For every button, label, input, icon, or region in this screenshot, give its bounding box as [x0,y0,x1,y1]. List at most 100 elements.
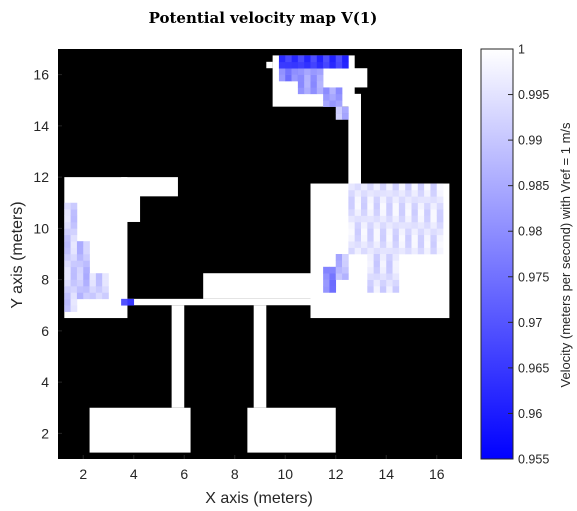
velocity-cell [392,202,400,210]
velocity-cell [342,106,349,114]
colorbar-ticks: 0.955 0.96 0.965 0.97 0.975 0.98 0.985 0.99 0.99… [508,43,549,467]
velocity-cell [329,273,337,280]
velocity-cell [102,279,109,287]
velocity-cell [89,273,97,280]
velocity-cell [323,55,330,63]
velocity-cell [342,254,349,261]
velocity-cell [424,209,431,216]
velocity-cell [291,74,299,82]
velocity-cell [417,221,425,229]
colorbar-tick-label: 0.99 [518,134,542,148]
velocity-cell [354,209,362,216]
velocity-cell [83,273,90,280]
velocity-cell [379,234,387,242]
velocity-cell [70,202,78,210]
velocity-cell [411,183,419,191]
velocity-cell [424,247,431,255]
velocity-cell [348,209,355,216]
velocity-cell [323,273,330,280]
velocity-cell [64,209,71,216]
velocity-cell [102,292,109,300]
velocity-cell [392,286,400,293]
x-axis-label: X axis (meters) [205,490,313,507]
velocity-cell [424,228,431,236]
velocity-cell [316,61,324,69]
free-space-cell [348,93,361,184]
velocity-cell [342,55,349,63]
y-tick-label: 16 [33,67,49,83]
velocity-cell [436,228,444,236]
velocity-cell [417,202,425,210]
velocity-cell [424,221,431,229]
velocity-cell [411,189,419,197]
free-space-cell [121,189,141,222]
velocity-cell [373,209,381,216]
velocity-cell [386,215,393,223]
velocity-cell [424,202,431,210]
velocity-cell [335,260,343,268]
colorbar-tick-label: 0.985 [518,179,549,193]
velocity-cell [417,215,425,223]
y-tick-label: 6 [41,323,49,339]
velocity-cell [329,87,337,95]
velocity-cell [373,189,381,197]
velocity-cell [335,273,343,280]
velocity-cell [386,279,393,287]
velocity-cell [379,279,387,287]
velocity-cell [304,81,311,88]
velocity-cell [398,209,406,216]
y-tick-label: 4 [41,374,49,390]
velocity-cell [329,61,337,69]
velocity-cell [278,68,286,75]
velocity-cell [392,196,400,204]
velocity-cell [379,254,387,261]
velocity-cell [64,273,71,280]
velocity-cell [323,61,330,69]
velocity-cell [430,228,438,236]
velocity-cell [373,234,381,242]
velocity-cell [417,241,425,248]
velocity-cell [316,74,324,82]
velocity-cell [76,273,84,280]
velocity-cell [291,68,299,75]
velocity-cell [285,55,292,63]
velocity-cell [417,196,425,204]
velocity-cell [348,228,355,236]
velocity-cell [405,247,412,255]
velocity-cell [64,292,71,300]
velocity-cell [386,202,393,210]
velocity-cell [64,221,71,229]
velocity-cell [398,183,406,191]
velocity-cell [70,241,78,248]
velocity-cell [70,298,78,306]
velocity-cell [373,273,381,280]
velocity-cell [424,196,431,204]
x-axis: 2 4 6 8 10 12 14 16 [79,455,445,482]
velocity-cell [64,241,71,248]
velocity-cell [367,234,374,242]
velocity-cell [70,215,78,223]
velocity-cell [76,247,84,255]
velocity-cell [323,87,330,95]
velocity-cell [70,273,78,280]
velocity-cell [424,189,431,197]
velocity-cell [417,228,425,236]
velocity-cell [392,209,400,216]
velocity-cell [316,87,324,95]
velocity-cell [76,266,84,274]
chart-title: Potential velocity map V(1) [149,9,378,27]
velocity-cell [379,215,387,223]
velocity-cell [310,87,318,95]
velocity-cell [297,68,305,75]
velocity-cell [329,93,337,101]
velocity-cell [361,234,368,242]
velocity-cell [392,189,400,197]
velocity-cell [121,298,128,306]
velocity-cell [285,61,292,69]
velocity-cell [367,286,374,293]
velocity-cell [405,234,412,242]
velocity-cell [348,234,355,242]
free-space-cell [89,407,191,453]
velocity-cell [367,273,374,280]
velocity-cell [430,241,438,248]
